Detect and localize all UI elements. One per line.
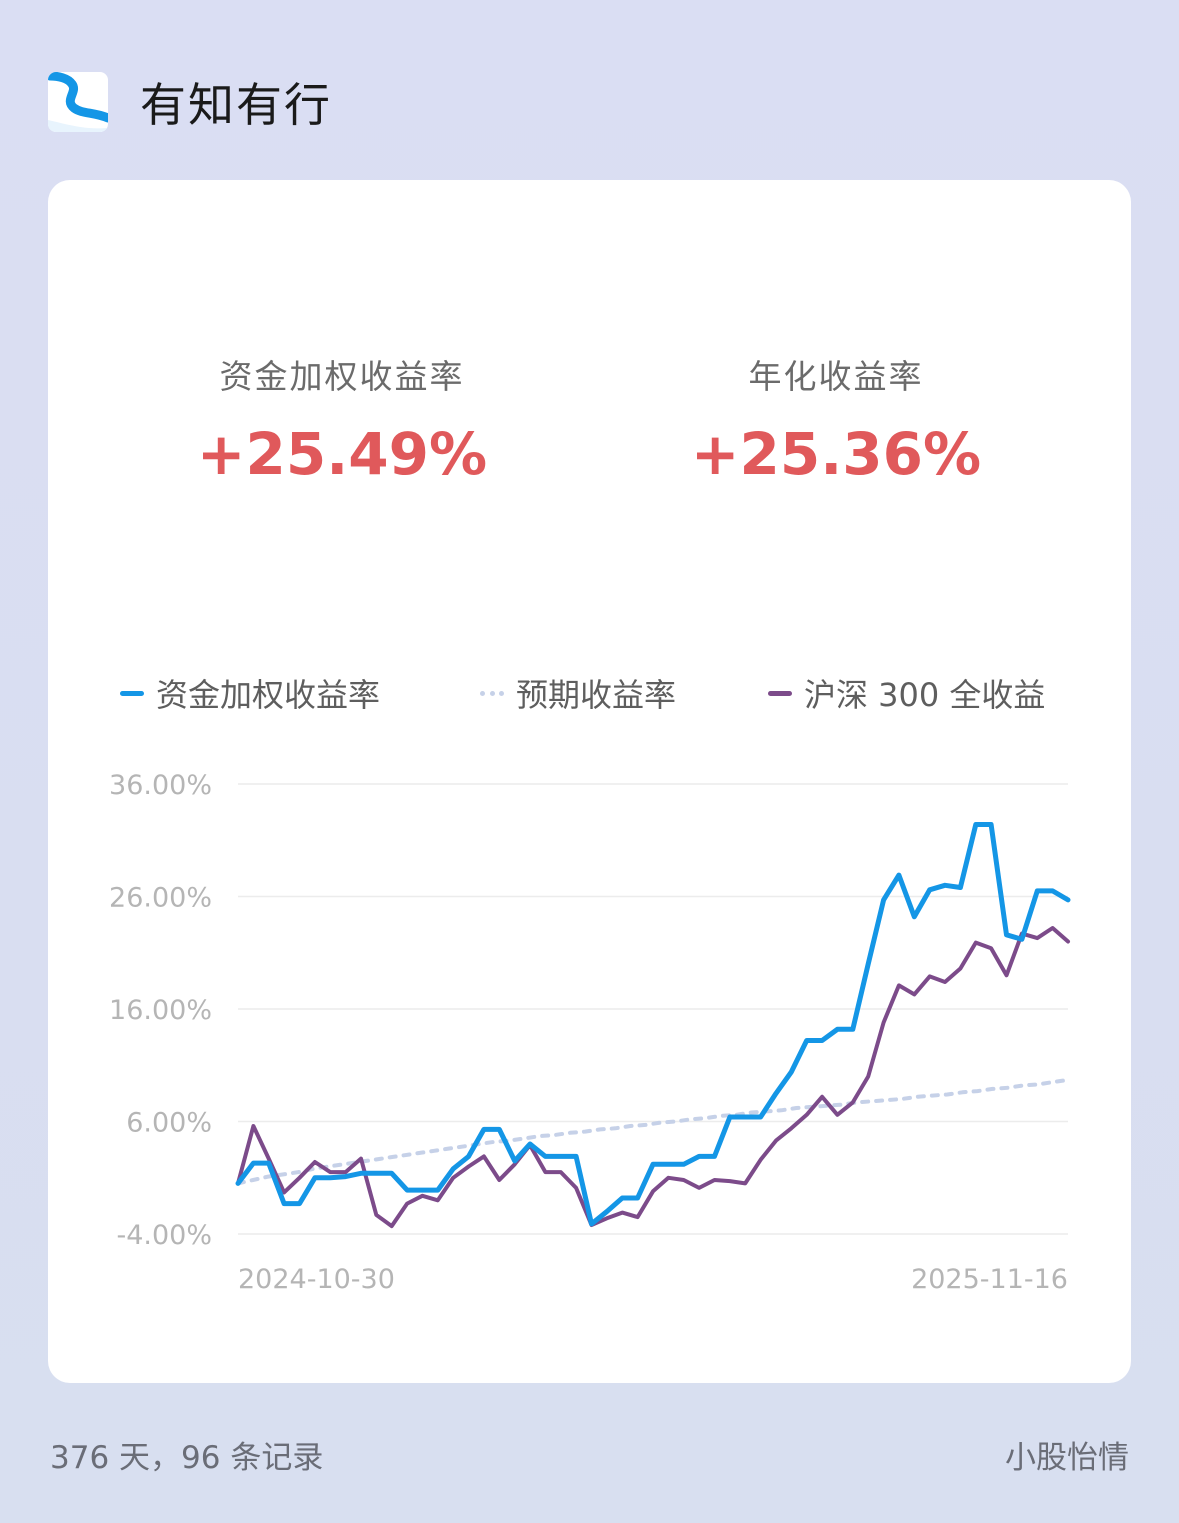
y-tick-label: 6.00% [126, 1108, 212, 1139]
metric-label: 资金加权收益率 [219, 357, 465, 396]
metric-annualized-return: 年化收益率 +25.36% [666, 350, 1006, 488]
legend-item-weighted-return[interactable]: 资金加权收益率 [120, 670, 380, 716]
record-summary: 376 天，96 条记录 [50, 1440, 324, 1476]
x-tick-label: 2024-10-30 [238, 1264, 395, 1295]
legend-item-expected-return[interactable]: 预期收益率 [480, 670, 676, 716]
y-tick-label: 26.00% [109, 883, 212, 914]
legend-swatch [768, 690, 792, 696]
legend-label: 沪深 300 全收益 [804, 676, 1046, 714]
app-header: 有知有行 [48, 72, 332, 132]
y-tick-label: 16.00% [109, 995, 212, 1026]
legend-item-csi300[interactable]: 沪深 300 全收益 [768, 670, 1045, 716]
metric-value: +25.36% [690, 420, 982, 488]
return-chart: 36.00% 26.00% 16.00% 6.00% -4.00% 2024-10-30 2… [109, 770, 1071, 1295]
returns-card: 资金加权收益率 +25.49% 年化收益率 +25.36% 资金加权收益率 预期… [48, 180, 1131, 1383]
chart-legend: 资金加权收益率 预期收益率 沪深 300 全收益 [48, 670, 1131, 714]
y-tick-label: 36.00% [109, 770, 212, 801]
series-line-0 [235, 822, 1071, 1227]
series-line-1 [236, 1077, 1070, 1186]
app-title: 有知有行 [140, 78, 332, 132]
metric-value: +25.49% [196, 420, 488, 488]
series-line-2 [236, 926, 1070, 1229]
y-tick-label: -4.00% [116, 1220, 212, 1251]
metric-weighted-return: 资金加权收益率 +25.49% [172, 350, 512, 488]
legend-swatch [120, 690, 144, 696]
legend-label: 资金加权收益率 [156, 676, 381, 714]
legend-label: 预期收益率 [516, 676, 677, 714]
metric-label: 年化收益率 [748, 357, 924, 396]
x-tick-label: 2025-11-16 [911, 1264, 1068, 1295]
account-name: 小股怡情 [1005, 1440, 1129, 1476]
legend-swatch [480, 690, 504, 696]
river-wave-logo-icon [48, 72, 108, 132]
